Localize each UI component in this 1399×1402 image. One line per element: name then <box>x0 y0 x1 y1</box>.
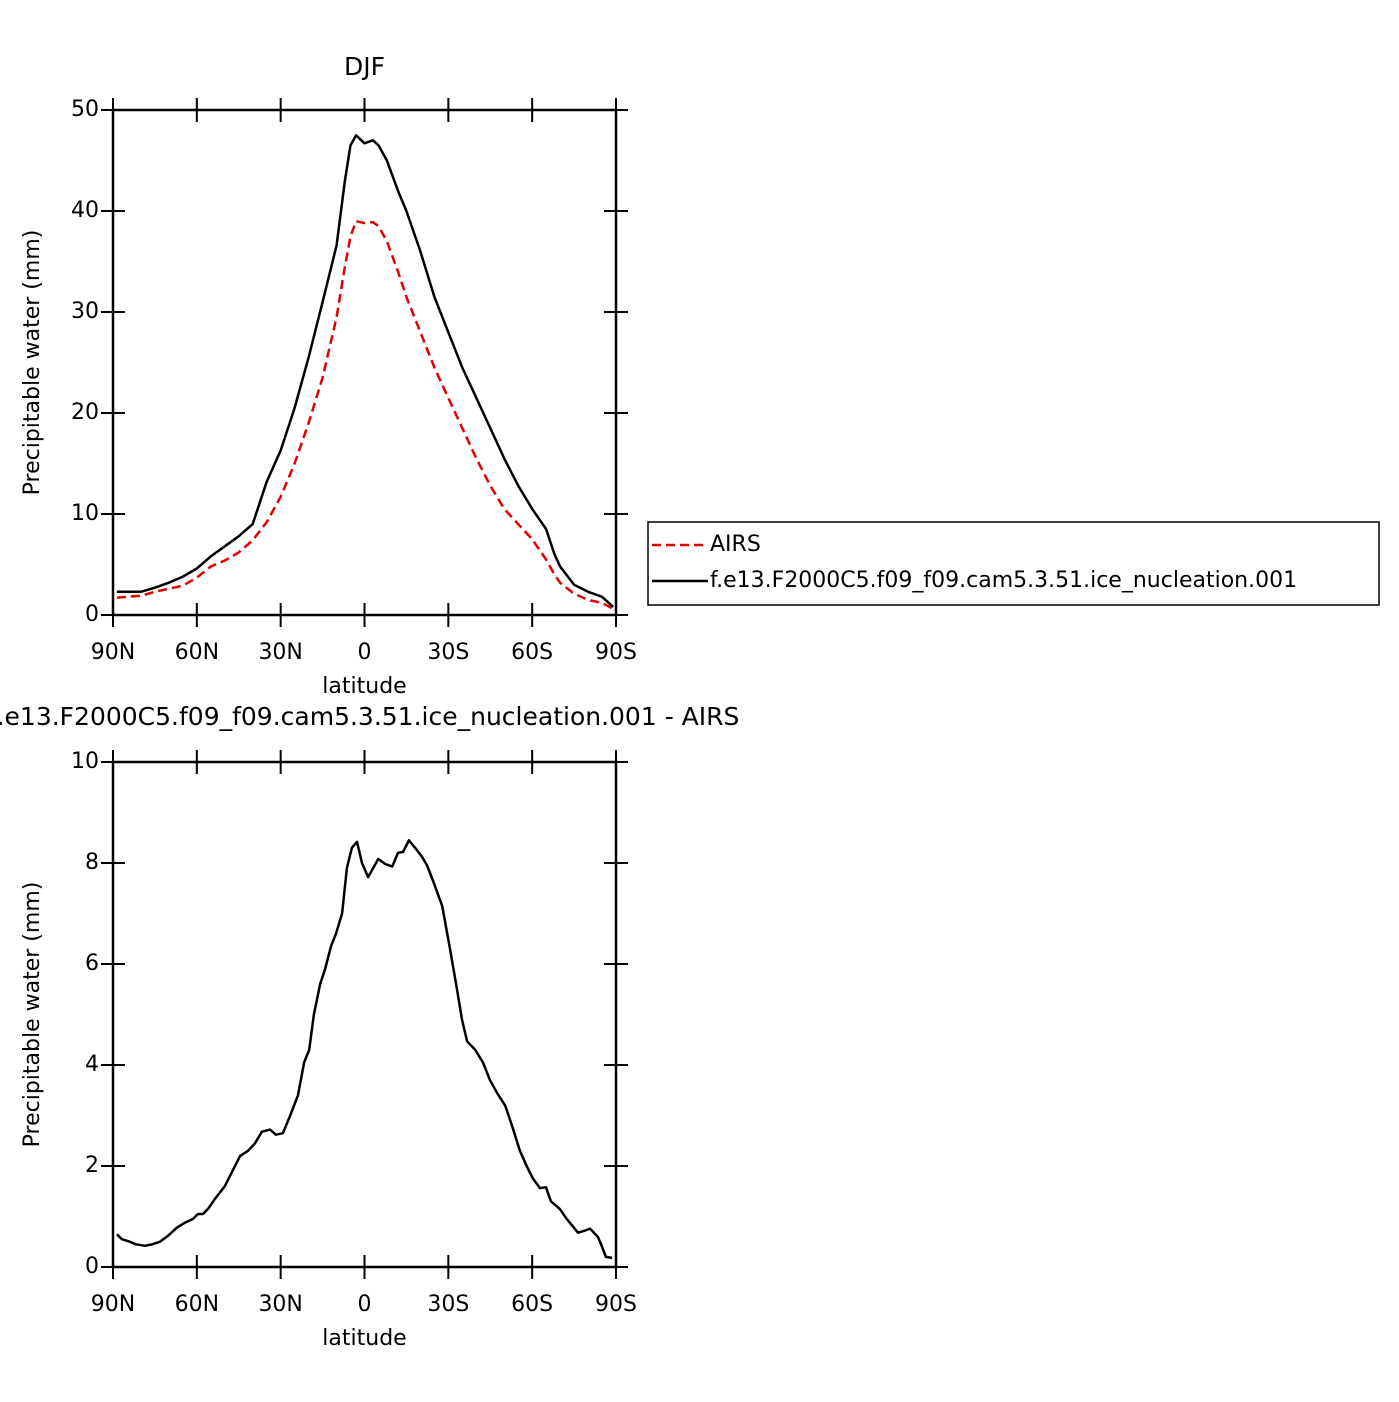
y-tick-label: 10 <box>71 501 99 526</box>
y-tick-label: 40 <box>71 198 99 223</box>
x-tick-label: 0 <box>358 640 372 665</box>
x-tick-label: 90S <box>595 1292 637 1317</box>
x-tick-label: 30N <box>258 640 302 665</box>
legend-frame <box>647 521 1380 606</box>
x-tick-label: 30S <box>427 640 469 665</box>
chart-title: f.e13.F2000C5.f09_f09.cam5.3.51.ice_nucl… <box>0 702 739 731</box>
y-tick-label: 0 <box>85 1254 99 1279</box>
y-tick-label: 2 <box>85 1153 99 1178</box>
y-axis-label: Precipitable water (mm) <box>20 882 45 1148</box>
x-tick-label: 0 <box>358 1292 372 1317</box>
x-axis-label: latitude <box>322 674 406 699</box>
x-tick-label: 90S <box>595 640 637 665</box>
y-tick-label: 4 <box>85 1052 99 1077</box>
x-tick-label: 30N <box>258 1292 302 1317</box>
y-tick-label: 6 <box>85 951 99 976</box>
x-tick-label: 90N <box>91 640 135 665</box>
y-tick-label: 10 <box>71 749 99 774</box>
y-tick-label: 20 <box>71 400 99 425</box>
legend-label: AIRS <box>710 532 761 557</box>
legend-label: f.e13.F2000C5.f09_f09.cam5.3.51.ice_nucl… <box>710 568 1297 593</box>
y-tick-label: 8 <box>85 850 99 875</box>
data-line <box>116 134 615 608</box>
y-tick-label: 0 <box>85 602 99 627</box>
x-tick-label: 60N <box>175 1292 219 1317</box>
y-axis-label: Precipitable water (mm) <box>20 230 45 496</box>
plot-frame <box>111 108 618 617</box>
x-tick-label: 60N <box>175 640 219 665</box>
x-tick-label: 60S <box>511 640 553 665</box>
plot-frame <box>111 760 618 1269</box>
chart-title: DJF <box>344 52 385 81</box>
x-axis-label: latitude <box>322 1326 406 1351</box>
data-line <box>116 219 614 611</box>
y-tick-label: 50 <box>71 97 99 122</box>
x-tick-label: 90N <box>91 1292 135 1317</box>
data-line <box>116 839 613 1260</box>
y-tick-label: 30 <box>71 299 99 324</box>
x-tick-label: 30S <box>427 1292 469 1317</box>
x-tick-label: 60S <box>511 1292 553 1317</box>
